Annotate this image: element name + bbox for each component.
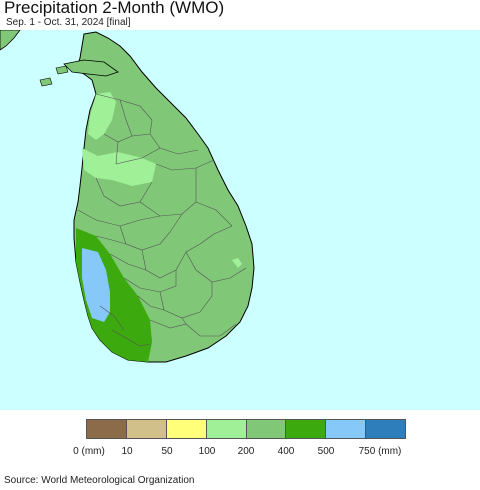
zone-100-200mm-north xyxy=(88,92,116,140)
legend-swatch xyxy=(246,420,287,438)
map-subtitle: Sep. 1 - Oct. 31, 2024 [final] xyxy=(6,17,131,28)
map-title: Precipitation 2-Month (WMO) xyxy=(4,0,225,17)
legend-swatch xyxy=(166,420,207,438)
legend-swatch xyxy=(206,420,247,438)
island-islet xyxy=(55,65,69,75)
legend-label: 750 (mm) xyxy=(358,446,402,457)
legend-swatch xyxy=(286,420,327,438)
precipitation-map xyxy=(0,30,480,410)
legend-swatch xyxy=(87,420,127,438)
legend-labels: 0 (mm) 10 50 100 200 400 500 750 (mm) xyxy=(0,446,480,460)
legend-label: 100 xyxy=(198,446,216,457)
zone-100-200mm-east xyxy=(232,258,242,268)
district-boundaries xyxy=(77,93,247,347)
zone-100-200mm-northwest xyxy=(82,148,156,186)
india-landmass xyxy=(0,30,21,51)
legend-label: 50 xyxy=(161,446,173,457)
zone-500-750mm-west-coast xyxy=(82,248,110,322)
legend-swatch xyxy=(366,420,405,438)
jaffna-peninsula xyxy=(63,59,119,77)
legend-label: 0 (mm) xyxy=(73,446,105,457)
legend-label: 500 xyxy=(317,446,335,457)
legend-label: 10 xyxy=(121,446,133,457)
legend-swatch xyxy=(126,420,167,438)
legend-color-bar xyxy=(86,419,406,439)
legend-swatch xyxy=(326,420,367,438)
legend-label: 200 xyxy=(237,446,255,457)
legend-label: 400 xyxy=(277,446,295,457)
island-islet xyxy=(39,77,53,87)
source-credit: Source: World Meteorological Organizatio… xyxy=(4,475,195,486)
